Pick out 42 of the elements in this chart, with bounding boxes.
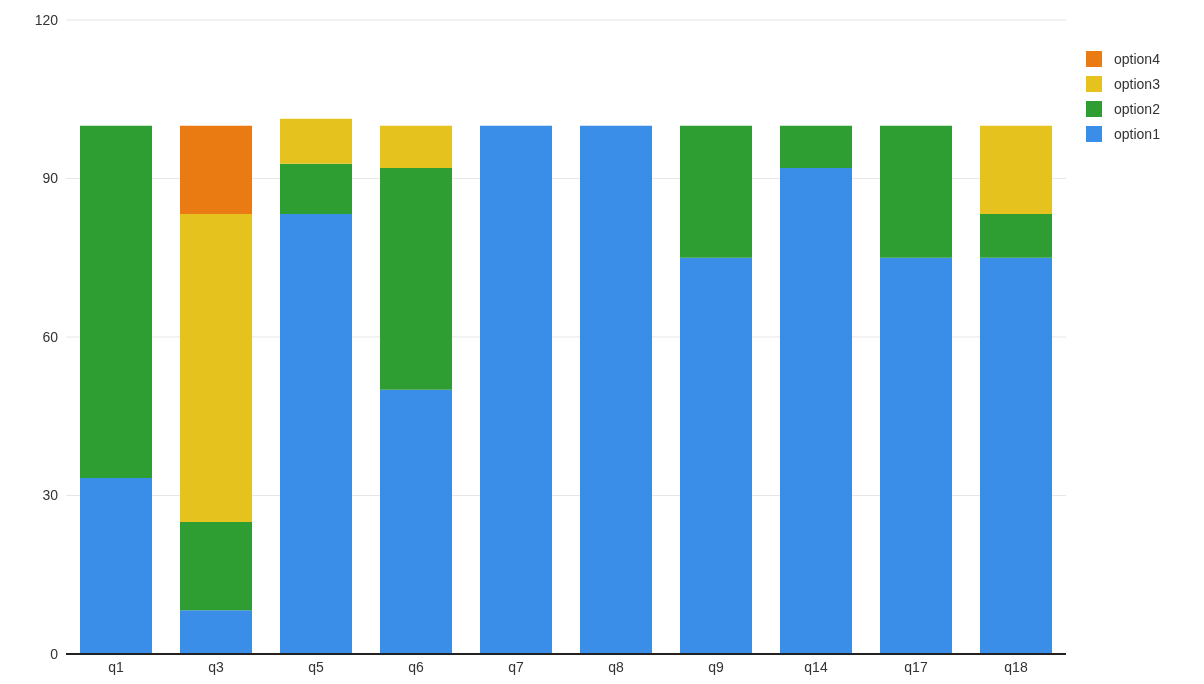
- x-tick-label: q7: [508, 658, 524, 675]
- bar: [380, 167, 452, 390]
- bar: [180, 125, 252, 214]
- bar: [280, 118, 352, 164]
- legend-label: option4: [1114, 50, 1160, 67]
- bar: [980, 125, 1052, 214]
- x-tick-label: q8: [608, 658, 624, 675]
- bar: [980, 213, 1052, 258]
- bar: [680, 125, 752, 258]
- bar: [80, 125, 152, 479]
- x-tick-label: q18: [1004, 658, 1028, 675]
- y-tick-label: 120: [34, 11, 59, 28]
- legend-label: option2: [1114, 100, 1160, 117]
- x-tick-label: q9: [708, 658, 724, 675]
- bar: [980, 257, 1052, 654]
- y-tick-label: 30: [42, 487, 59, 504]
- x-tick-label: q5: [308, 658, 324, 675]
- bar: [180, 213, 252, 522]
- bar: [880, 257, 952, 654]
- bar: [280, 213, 352, 654]
- x-tick-label: q3: [208, 658, 224, 675]
- bar: [80, 478, 152, 654]
- bar: [680, 257, 752, 654]
- x-tick-label: q17: [904, 658, 928, 675]
- bar: [280, 163, 352, 214]
- x-tick-label: q14: [804, 658, 828, 675]
- x-tick-label: q6: [408, 658, 424, 675]
- bar: [780, 125, 852, 168]
- bar: [380, 389, 452, 654]
- bar: [180, 610, 252, 654]
- bar: [780, 167, 852, 654]
- bar: [580, 125, 652, 654]
- legend-label: option3: [1114, 75, 1160, 92]
- bar: [480, 125, 552, 654]
- bar: [880, 125, 952, 258]
- bar: [380, 125, 452, 168]
- y-tick-label: 60: [42, 328, 59, 345]
- y-tick-label: 0: [50, 645, 59, 662]
- x-tick-label: q1: [108, 658, 124, 675]
- y-tick-label: 90: [42, 170, 59, 187]
- bar: [180, 521, 252, 611]
- legend-label: option1: [1114, 125, 1160, 142]
